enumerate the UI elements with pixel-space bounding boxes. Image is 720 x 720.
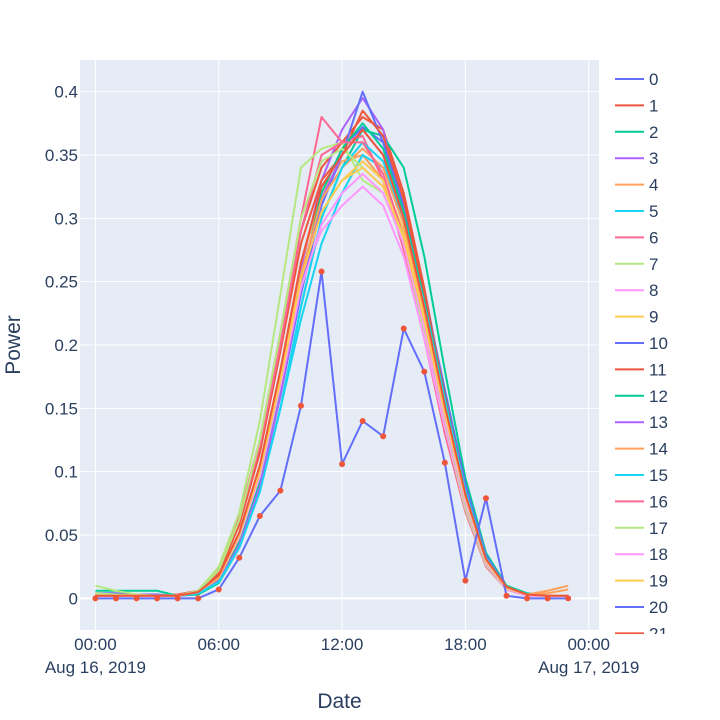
y-tick-label: 0.15 <box>45 399 78 418</box>
y-tick-label: 0.1 <box>54 463 78 482</box>
series-markers <box>92 268 572 602</box>
series-point-20 <box>154 595 161 602</box>
legend-label-14: 14 <box>649 440 668 459</box>
y-tick-label: 0 <box>69 589 78 608</box>
x-tick-label: 00:00 <box>74 635 117 654</box>
series-point-20 <box>462 577 469 584</box>
x-tick-label: 06:00 <box>197 635 240 654</box>
series-point-20 <box>236 554 243 561</box>
legend-label-1: 1 <box>649 96 658 115</box>
series-point-20 <box>380 433 387 440</box>
series-point-20 <box>544 595 551 602</box>
series-point-20 <box>92 595 99 602</box>
series-point-20 <box>215 586 222 593</box>
series-point-20 <box>421 368 428 375</box>
series-point-20 <box>112 595 119 602</box>
y-axis-title: Power <box>2 315 25 375</box>
series-point-20 <box>482 495 489 502</box>
x-tick-label: 18:00 <box>444 635 487 654</box>
series-point-20 <box>400 325 407 332</box>
y-tick-label: 0.3 <box>54 209 78 228</box>
y-tick-label: 0.2 <box>54 336 78 355</box>
gridlines <box>80 60 599 630</box>
series-point-20 <box>441 459 448 466</box>
legend-label-6: 6 <box>649 228 658 247</box>
series-point-20 <box>359 418 366 424</box>
x-tick-label: 00:00 <box>567 635 610 654</box>
y-tick-label: 0.35 <box>45 146 78 165</box>
series-point-20 <box>565 595 572 602</box>
legend-label-17: 17 <box>649 519 668 538</box>
legend-label-3: 3 <box>649 149 658 168</box>
legend-label-0: 0 <box>649 70 658 89</box>
x-axis-ticks: 00:00 Aug 16, 2019 06:00 12:00 18:00 00:00 Aug… <box>45 635 639 677</box>
series-point-20 <box>524 595 531 602</box>
series-point-20 <box>277 487 284 494</box>
series-point-20 <box>339 461 346 468</box>
series-point-20 <box>256 513 263 519</box>
legend-label-16: 16 <box>649 492 668 511</box>
legend-label-8: 8 <box>649 281 658 300</box>
series-point-20 <box>297 402 304 409</box>
legend-label-5: 5 <box>649 202 658 221</box>
legend-label-2: 2 <box>649 123 658 142</box>
legend-label-13: 13 <box>649 413 668 432</box>
x-tick-date-label: Aug 16, 2019 <box>45 658 146 677</box>
series-point-20 <box>318 268 325 275</box>
legend-label-7: 7 <box>649 255 658 274</box>
legend-label-21: 21 <box>649 624 668 643</box>
legend-label-9: 9 <box>649 308 658 327</box>
legend-label-12: 12 <box>649 387 668 406</box>
y-tick-label: 0.25 <box>45 273 78 292</box>
series-line-20 <box>95 270 569 600</box>
y-axis-ticks: 0 0.05 0.1 0.15 0.2 0.25 0.3 0.35 0.4 <box>45 83 78 609</box>
series-line-21 <box>95 128 569 597</box>
series-lines <box>95 90 569 600</box>
x-tick-label: 12:00 <box>321 635 364 654</box>
series-point-20 <box>133 595 140 602</box>
legend-label-18: 18 <box>649 545 668 564</box>
legend-label-15: 15 <box>649 466 668 485</box>
legend-label-19: 19 <box>649 572 668 591</box>
x-axis-title: Date <box>317 690 361 713</box>
y-tick-label: 0.4 <box>54 83 78 102</box>
x-tick-date-label: Aug 17, 2019 <box>538 658 639 677</box>
series-point-20 <box>195 595 202 602</box>
legend-label-10: 10 <box>649 334 668 353</box>
legend-label-11: 11 <box>649 360 667 379</box>
legend-label-4: 4 <box>649 176 658 195</box>
legend-label-20: 20 <box>649 598 668 617</box>
y-tick-label: 0.05 <box>45 526 78 545</box>
series-point-20 <box>174 595 181 602</box>
series-point-20 <box>503 592 510 599</box>
